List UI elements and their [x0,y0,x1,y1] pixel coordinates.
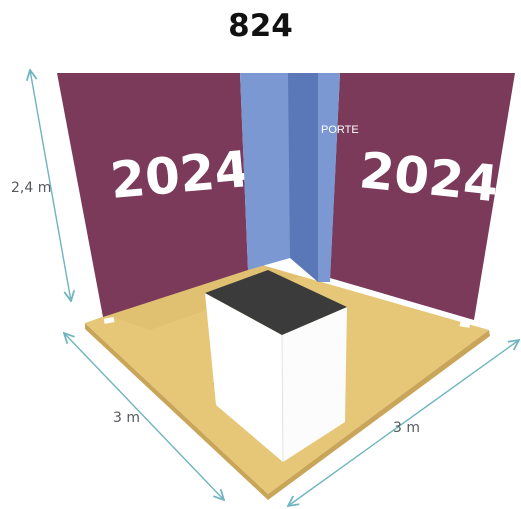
left-width-arrow [64,333,224,500]
height-label: 2,4 m [11,180,51,196]
left-wall-panel [57,73,248,317]
right-wall-foot [459,321,471,328]
right-wall: 2024 [330,73,515,328]
right-wall-print: 2024 [357,141,501,213]
counter-top [205,270,347,335]
door-panel [318,73,340,282]
height-arrow [30,70,71,301]
left-wall-foot [103,317,115,324]
right-width-label: 3 m [393,420,420,436]
left-wall: 2024 [57,73,252,324]
left-width-label: 3 m [113,410,140,426]
right-wall-panel [330,73,515,320]
booth-number-title: 824 [228,8,293,44]
right-width-arrow [288,340,519,506]
door-label: PORTE [321,124,359,136]
counter-edge [281,334,284,463]
cabin-side-panel [288,73,322,282]
dimension-arrows [30,70,519,506]
storage-cabin: PORTE [240,73,359,282]
left-wall-print: 2024 [108,140,252,210]
cabin-back-panel [240,73,290,270]
